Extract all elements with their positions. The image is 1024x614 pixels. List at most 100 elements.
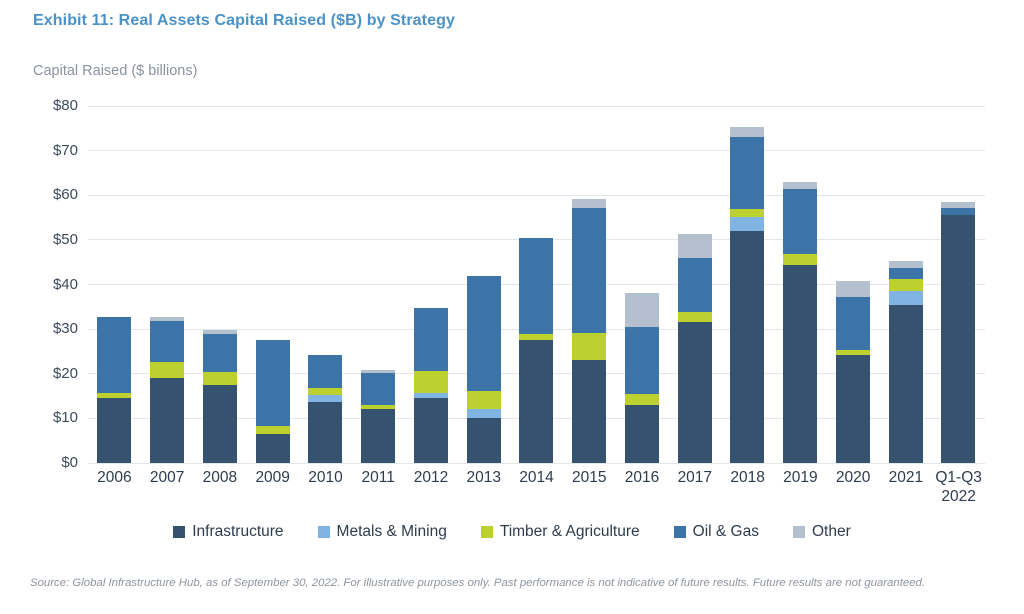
infrastructure-segment — [150, 378, 185, 463]
infrastructure-segment — [572, 360, 607, 463]
y-tick-label: $30 — [52, 320, 78, 338]
legend-swatch-icon — [792, 526, 805, 538]
infrastructure-segment — [730, 231, 765, 463]
y-tick-label: $70 — [52, 141, 78, 159]
timber-agriculture-segment — [466, 391, 501, 409]
other-segment — [941, 202, 976, 208]
infrastructure-segment — [835, 354, 870, 463]
oil-gas-segment — [361, 372, 396, 406]
bar-q1-q3-2022 — [941, 202, 976, 463]
x-tick-label: 2008 — [202, 469, 238, 486]
x-tick-label: 2018 — [730, 469, 765, 486]
infrastructure-segment — [466, 418, 501, 463]
bar-2009 — [255, 340, 290, 463]
infrastructure-segment — [677, 322, 712, 463]
oil-gas-segment — [519, 237, 554, 334]
bar-2008 — [202, 330, 237, 463]
oil-gas-segment — [413, 307, 448, 371]
other-segment — [888, 260, 923, 269]
infrastructure-segment — [624, 405, 659, 463]
bar-2006 — [97, 316, 132, 463]
oil-gas-segment — [624, 326, 659, 394]
infrastructure-segment — [941, 215, 976, 463]
x-tick-label: 2006 — [97, 469, 132, 486]
x-tick-label: 2012 — [413, 469, 449, 486]
timber-agriculture-segment — [519, 333, 554, 341]
bar-2014 — [519, 237, 554, 463]
bar-2012 — [413, 307, 448, 463]
oil-gas-segment — [97, 316, 132, 393]
legend-label: Infrastructure — [192, 523, 284, 540]
x-tick-label: 2013 — [466, 469, 501, 486]
bar-2021 — [888, 260, 923, 463]
timber-agriculture-segment — [97, 392, 132, 399]
x-tick-label: 2015 — [572, 469, 607, 486]
bar-2015 — [572, 199, 607, 463]
legend-item-infrastructure: Infrastructure — [173, 523, 284, 541]
source-note: Source: Global Infrastructure Hub, as of… — [30, 577, 926, 589]
x-tick-label: 2020 — [835, 469, 871, 486]
oil-gas-segment — [308, 355, 343, 388]
timber-agriculture-segment — [413, 370, 448, 394]
bar-2019 — [783, 181, 818, 463]
other-segment — [730, 127, 765, 138]
other-segment — [202, 330, 237, 335]
oil-gas-segment — [835, 296, 870, 350]
timber-agriculture-segment — [835, 349, 870, 355]
metals-mining-segment — [730, 216, 765, 232]
infrastructure-segment — [361, 409, 396, 463]
x-tick-label: 2007 — [149, 469, 185, 486]
other-segment — [783, 181, 818, 190]
infrastructure-segment — [783, 264, 818, 463]
oil-gas-segment — [466, 275, 501, 392]
oil-gas-segment — [255, 340, 290, 426]
y-tick-label: $0 — [61, 454, 78, 471]
x-tick-label: Q1-Q3 2022 — [935, 469, 982, 505]
y-tick-label: $40 — [52, 275, 78, 293]
infrastructure-segment — [97, 398, 132, 463]
bar-2017 — [677, 234, 712, 463]
infrastructure-segment — [519, 340, 554, 463]
x-tick-label: 2010 — [308, 469, 343, 486]
y-gridline — [88, 462, 985, 464]
bar-2010 — [308, 355, 343, 463]
legend-label: Metals & Mining — [336, 523, 447, 540]
bar-2016 — [624, 293, 659, 463]
bar-2011 — [361, 369, 396, 463]
timber-agriculture-segment — [677, 312, 712, 322]
oil-gas-segment — [572, 207, 607, 333]
metals-mining-segment — [888, 290, 923, 305]
timber-agriculture-segment — [150, 362, 185, 379]
legend-item-other: Other — [792, 523, 851, 541]
y-tick-label: $10 — [52, 409, 78, 427]
y-tick-label: $20 — [52, 364, 78, 382]
legend-label: Timber & Agriculture — [499, 523, 640, 540]
x-tick-label: 2014 — [519, 469, 554, 486]
other-segment — [677, 234, 712, 258]
metals-mining-segment — [466, 408, 501, 419]
legend-item-oil-gas: Oil & Gas — [673, 523, 759, 541]
infrastructure-segment — [413, 397, 448, 463]
infrastructure-segment — [308, 402, 343, 463]
legend-label: Oil & Gas — [692, 523, 759, 540]
y-gridline — [88, 194, 985, 196]
timber-agriculture-segment — [624, 393, 659, 405]
bar-2007 — [150, 317, 185, 463]
x-tick-label: 2017 — [677, 469, 713, 486]
infrastructure-segment — [255, 434, 290, 463]
timber-agriculture-segment — [361, 405, 396, 410]
plot-area — [88, 105, 985, 464]
x-tick-label: 2021 — [888, 469, 924, 486]
bars-container — [88, 106, 985, 463]
timber-agriculture-segment — [308, 387, 343, 396]
infrastructure-segment — [202, 384, 237, 463]
y-tick-label: $80 — [52, 97, 78, 114]
timber-agriculture-segment — [730, 208, 765, 217]
bar-2018 — [730, 127, 765, 463]
bar-2013 — [466, 275, 501, 463]
timber-agriculture-segment — [783, 254, 818, 265]
y-axis-tick-labels: $0 $10 $20 $30 $40 $50 $60 $70 $80 — [0, 97, 78, 471]
oil-gas-segment — [677, 257, 712, 313]
legend-swatch-icon — [480, 526, 493, 538]
